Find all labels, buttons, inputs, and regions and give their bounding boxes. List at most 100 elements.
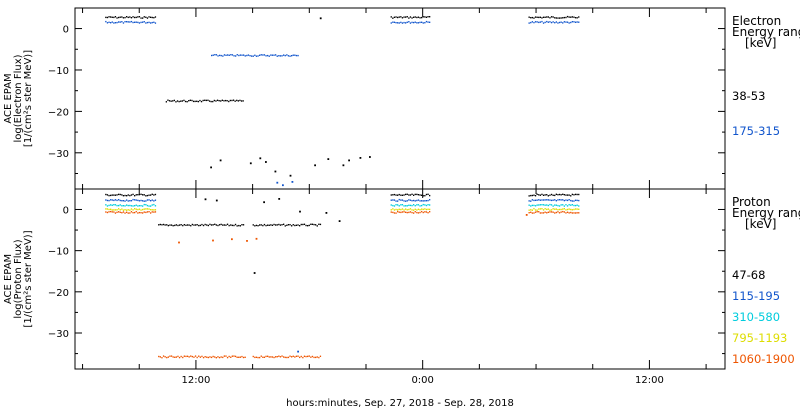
data-point [318, 223, 320, 225]
data-point [142, 21, 144, 23]
data-point [132, 193, 134, 196]
y-axis-title-line: [1/(cm²s ster MeV)] [23, 50, 34, 147]
data-point [265, 224, 267, 227]
data-point [297, 224, 299, 226]
data-point [283, 223, 285, 225]
data-point [530, 194, 532, 197]
data-point [531, 16, 533, 19]
data-point [267, 224, 269, 226]
data-point [319, 355, 322, 357]
data-point [134, 205, 136, 207]
data-point [542, 199, 545, 201]
data-point [318, 356, 320, 359]
data-point [197, 100, 199, 103]
data-point [555, 193, 557, 195]
data-point [108, 211, 110, 213]
data-point [536, 193, 538, 195]
data-point [134, 21, 136, 23]
data-point [281, 55, 283, 57]
data-point [403, 211, 405, 213]
data-point [429, 199, 431, 201]
data-point [217, 55, 219, 57]
data-point [578, 205, 580, 207]
data-point [140, 199, 142, 202]
data-point [570, 211, 572, 214]
data-point [539, 204, 541, 206]
data-point [143, 21, 145, 23]
data-point [571, 212, 573, 214]
data-point [145, 16, 147, 18]
data-point [573, 21, 575, 23]
data-point [154, 205, 157, 207]
data-point [142, 200, 144, 202]
data-point [571, 209, 573, 211]
data-point [546, 204, 548, 206]
data-point [202, 224, 205, 227]
data-point [411, 193, 413, 195]
data-point [105, 16, 107, 19]
data-point [267, 355, 269, 357]
data-point [403, 205, 405, 207]
data-point [106, 199, 109, 202]
data-point [142, 205, 144, 207]
data-point [390, 22, 392, 24]
data-point [533, 204, 535, 207]
data-point [539, 212, 541, 214]
data-point [135, 194, 137, 196]
data-point [578, 212, 580, 214]
data-point [421, 21, 423, 23]
data-segment [390, 208, 431, 211]
data-point [154, 16, 157, 18]
data-point [146, 211, 149, 213]
data-point [398, 208, 400, 210]
data-point [129, 200, 131, 202]
data-point [223, 54, 226, 56]
data-point [398, 193, 400, 196]
legend-entry: 115-195 [732, 289, 780, 303]
data-point [392, 208, 394, 210]
data-point [185, 355, 187, 358]
series-1-4 [105, 210, 580, 359]
legend-header-line: Proton [732, 195, 771, 209]
data-point [544, 211, 546, 213]
data-point [578, 193, 580, 196]
data-point [533, 194, 535, 196]
data-point [417, 212, 420, 214]
data-point [528, 22, 530, 24]
data-point [565, 21, 567, 23]
data-point [225, 224, 227, 226]
data-point [542, 194, 545, 196]
data-point [544, 194, 546, 196]
data-point [121, 208, 123, 210]
data-point [108, 16, 110, 18]
data-point [113, 194, 115, 196]
data-point [547, 211, 549, 213]
data-point [255, 356, 258, 358]
data-point [411, 209, 413, 211]
data-point [212, 355, 214, 358]
data-point [233, 55, 235, 57]
data-point [279, 224, 282, 226]
data-point [105, 211, 107, 213]
data-point [178, 241, 180, 244]
data-point [392, 17, 394, 19]
series-1-1 [105, 198, 580, 353]
data-point [552, 211, 554, 213]
data-point [231, 54, 234, 56]
data-point [571, 16, 573, 18]
data-point [253, 272, 256, 274]
data-point [129, 209, 131, 211]
data-point [105, 193, 107, 196]
data-point [265, 55, 267, 57]
data-point [307, 355, 309, 358]
data-point [278, 55, 280, 57]
data-point [395, 212, 397, 214]
data-point [259, 157, 262, 160]
data-point [254, 54, 256, 56]
data-point [574, 193, 577, 196]
data-point [549, 211, 551, 213]
data-point [549, 199, 551, 201]
data-point [222, 224, 224, 226]
data-point [177, 224, 179, 227]
